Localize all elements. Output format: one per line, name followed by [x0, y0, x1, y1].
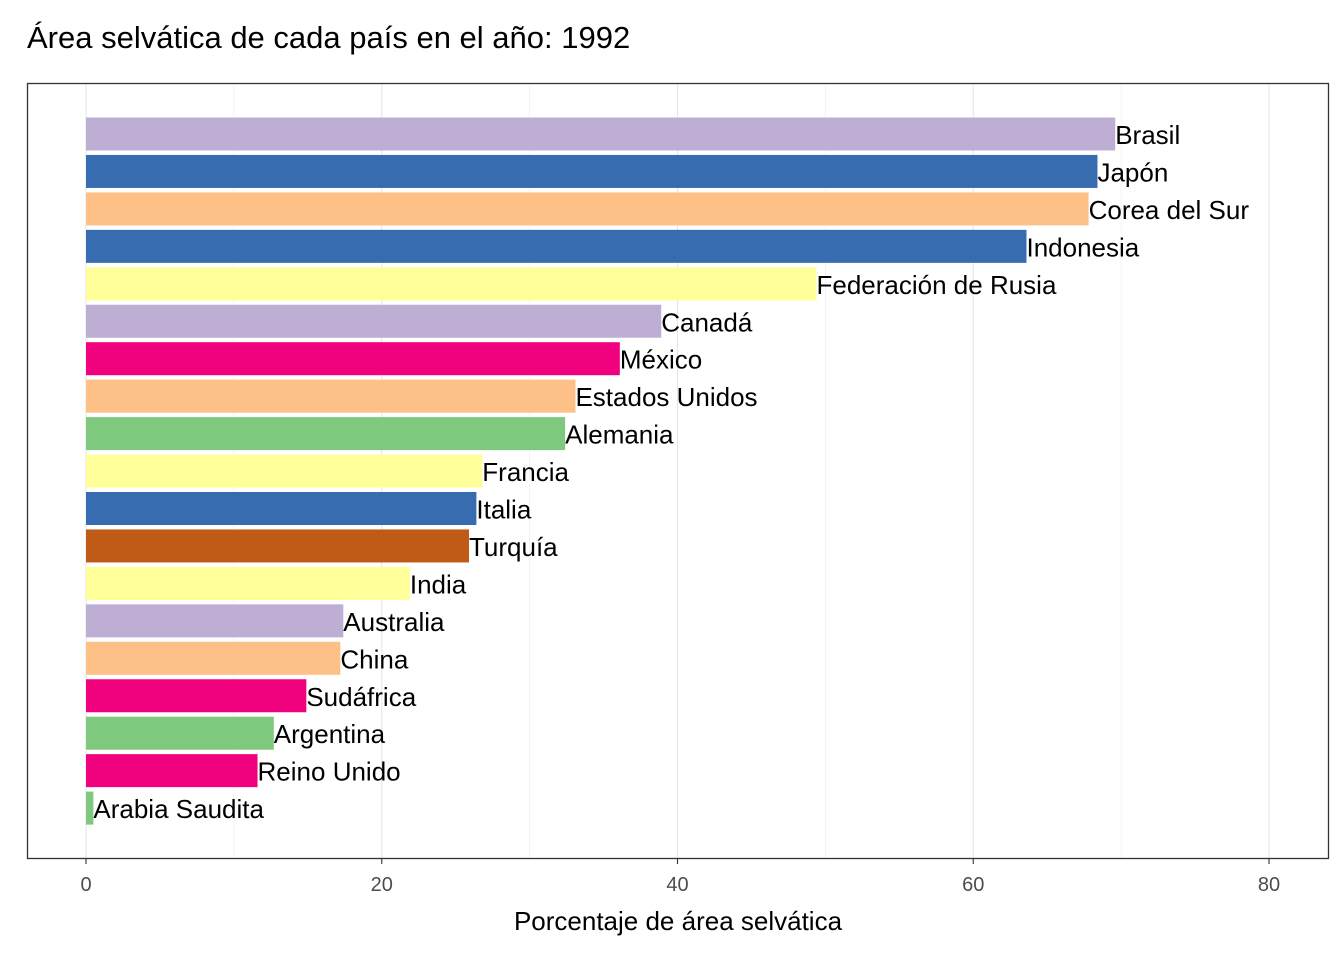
bar	[86, 417, 566, 451]
bar-label: Corea del Sur	[1089, 195, 1250, 225]
bar	[86, 679, 307, 713]
bar-label: Japón	[1097, 157, 1168, 187]
bar-label: Federación de Rusia	[817, 270, 1057, 300]
bars-group	[86, 117, 1116, 825]
bar-label: Argentina	[274, 719, 386, 749]
chart-title: Área selvática de cada país en el año: 1…	[27, 20, 630, 55]
bar	[86, 492, 477, 525]
bar	[86, 454, 483, 488]
bar-label: Sudáfrica	[306, 682, 416, 712]
bar-label: Alemania	[565, 420, 674, 450]
x-axis: 0 20 40 60 80	[80, 858, 1280, 896]
bar	[86, 791, 94, 825]
bar	[86, 229, 1027, 263]
bar-label: Indonesia	[1026, 232, 1139, 262]
x-tick-label: 0	[80, 874, 91, 896]
bar	[86, 192, 1089, 226]
bar	[86, 529, 469, 563]
bar-label: Italia	[476, 495, 531, 525]
bar-label: India	[410, 569, 467, 599]
bar	[86, 566, 410, 600]
bar-label: Arabia Saudita	[93, 794, 264, 824]
bar-labels-group: Brasil Japón Corea del Sur Indonesia Federac…	[93, 120, 1249, 824]
bar-label: Brasil	[1115, 120, 1180, 150]
bar	[86, 154, 1098, 188]
bar-label: Estados Unidos	[575, 382, 757, 412]
bar-label: Australia	[343, 607, 445, 637]
bar	[86, 604, 344, 638]
x-tick-label: 20	[371, 874, 393, 896]
x-tick-label: 60	[962, 874, 984, 896]
bar	[86, 641, 341, 675]
bar-label: Francia	[482, 457, 569, 487]
bar-label: Reino Unido	[258, 757, 401, 787]
bar	[86, 379, 576, 413]
bar	[86, 342, 620, 376]
bar-label: Turquía	[469, 532, 558, 562]
x-tick-label: 40	[666, 874, 688, 896]
bar	[86, 304, 662, 338]
bar-label: México	[620, 345, 702, 375]
bar-label: China	[340, 644, 408, 674]
x-axis-title: Porcentaje de área selvática	[514, 906, 843, 936]
bar	[86, 754, 258, 788]
bar	[86, 716, 274, 750]
bar	[86, 267, 817, 301]
bar	[86, 117, 1116, 151]
bar-label: Canadá	[661, 307, 753, 337]
x-tick-label: 80	[1258, 874, 1280, 896]
